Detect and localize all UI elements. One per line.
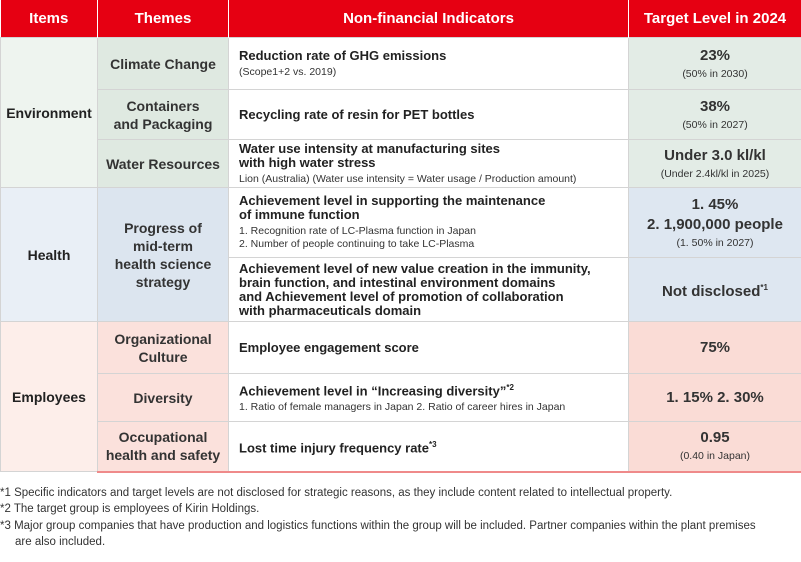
theme-line: Climate Change bbox=[110, 55, 216, 72]
theme-cell: Organizational Culture bbox=[97, 321, 229, 374]
table-row: Occupational health and safety Lost time i… bbox=[1, 421, 801, 473]
footnote: *2 The target group is employees of Kiri… bbox=[0, 503, 260, 515]
indicator-note: 2. Number of people continuing to take L… bbox=[239, 238, 475, 250]
footnote: *3 Major group companies that have produ… bbox=[0, 519, 756, 549]
target-note: (1. 50% in 2027) bbox=[676, 236, 754, 249]
theme-line: Progress of bbox=[124, 219, 202, 236]
theme-line: health and safety bbox=[105, 447, 221, 464]
target-cell: 0.95 (0.40 in Japan) bbox=[628, 421, 801, 473]
target-cell: 38% (50% in 2027) bbox=[628, 89, 801, 140]
theme-line: Diversity bbox=[133, 389, 193, 406]
theme-line: Culture bbox=[138, 348, 188, 365]
target-value: 75% bbox=[699, 338, 731, 356]
theme-cell: Climate Change bbox=[97, 37, 229, 90]
table-row: Achievement level of new value creation … bbox=[1, 257, 801, 322]
theme-line: and Packaging bbox=[113, 115, 213, 132]
indicator-title: Recycling rate of resin for PET bottles bbox=[239, 106, 475, 122]
theme-cell: Containers and Packaging bbox=[97, 89, 229, 140]
theme-line: Occupational bbox=[118, 429, 208, 446]
indicator-note: 1. Ratio of female managers in Japan 2. … bbox=[239, 401, 566, 414]
theme-line: health science bbox=[114, 255, 212, 272]
footnote-ref: *1 bbox=[760, 282, 768, 292]
item-cell: Employees bbox=[0, 321, 98, 472]
table-row: Health Progress of mid-term health science s… bbox=[0, 187, 801, 322]
target-note: (Under 2.4kl/kl in 2025) bbox=[660, 167, 770, 180]
column-header: Non-financial Indicators bbox=[228, 0, 629, 38]
target-value: Under 3.0 kl/kl bbox=[664, 146, 766, 164]
target-note: (50% in 2027) bbox=[682, 118, 748, 131]
column-header: Themes bbox=[97, 0, 229, 38]
table-row: Employees Organizational Culture Employee e… bbox=[0, 321, 801, 472]
indicator-cell: Achievement level in “Increasing diversi… bbox=[228, 373, 629, 422]
indicator-title: Achievement level in “Increasing diversi… bbox=[239, 382, 514, 399]
indicator-title: brain function, and intestinal environme… bbox=[239, 274, 556, 290]
target-cell: 1. 15% 2. 30% bbox=[628, 373, 801, 422]
table-row: Containers and Packaging Recycling rate of… bbox=[1, 89, 801, 140]
indicator-title: Reduction rate of GHG emissions bbox=[239, 47, 447, 63]
indicator-title: Achievement level in supporting the main… bbox=[239, 193, 546, 208]
theme-line: strategy bbox=[135, 273, 191, 290]
item-cell: Environment bbox=[0, 37, 98, 188]
target-value: Not disclosed*1 bbox=[662, 282, 768, 300]
indicator-note: Lion (Australia) (Water use intensity = … bbox=[239, 172, 577, 185]
theme-line: Containers bbox=[126, 97, 200, 114]
item-cell: Health bbox=[0, 187, 98, 322]
indicator-title: with pharmaceuticals domain bbox=[239, 302, 422, 318]
theme-cell: Progress of mid-term health science strateg… bbox=[97, 187, 229, 322]
theme-line: Water Resources bbox=[106, 155, 220, 172]
header-row: Items Themes Non-financial Indicators Targe… bbox=[0, 0, 801, 38]
footnote: *1 Specific indicators and target levels… bbox=[0, 486, 673, 499]
footnote-ref: *2 bbox=[506, 382, 514, 392]
column-header: Items bbox=[0, 0, 98, 38]
footnote-ref: *3 bbox=[429, 439, 437, 449]
table-row: Environment Climate Change Reduction rate … bbox=[0, 37, 801, 188]
indicator-cell: Achievement level in supporting the main… bbox=[228, 187, 629, 258]
indicator-title: Achievement level of new value creation … bbox=[239, 260, 591, 276]
indicator-title: of immune function bbox=[239, 207, 360, 222]
theme-cell: Diversity bbox=[97, 373, 229, 422]
theme-cell: Occupational health and safety bbox=[97, 421, 229, 473]
footnotes: *1 Specific indicators and target levels… bbox=[0, 485, 801, 551]
theme-line: Organizational bbox=[114, 330, 212, 347]
indicator-cell: Recycling rate of resin for PET bottles bbox=[228, 89, 629, 140]
indicator-cell: Reduction rate of GHG emissions (Scope1+2… bbox=[228, 37, 629, 90]
target-cell: Under 3.0 kl/kl (Under 2.4kl/kl in 2025) bbox=[628, 139, 801, 188]
indicator-title: with high water stress bbox=[239, 154, 376, 170]
target-value: 23% bbox=[699, 46, 731, 64]
indicator-title: and Achievement level of promotion of co… bbox=[239, 288, 564, 304]
target-cell: 23% (50% in 2030) bbox=[628, 37, 801, 90]
indicator-note: 1. Recognition rate of LC-Plasma functio… bbox=[239, 225, 476, 237]
target-value: 1. 15% 2. 30% bbox=[666, 388, 764, 406]
target-value: 1. 45% bbox=[691, 195, 739, 213]
indicator-cell: Water use intensity at manufacturing sit… bbox=[228, 139, 629, 188]
column-header: Target Level in 2024 bbox=[628, 0, 801, 38]
indicator-cell: Achievement level of new value creation … bbox=[228, 257, 629, 322]
target-table: Items Themes Non-financial Indicators Targe… bbox=[0, 0, 801, 473]
target-cell: Not disclosed*1 bbox=[628, 257, 801, 322]
indicator-cell: Employee engagement score bbox=[228, 321, 629, 374]
table-row: Water Resources Water use intensity at ma… bbox=[1, 139, 801, 188]
indicator-title: Employee engagement score bbox=[239, 339, 419, 355]
table-row: Diversity Achievement level in “Increasin… bbox=[1, 373, 801, 422]
indicator-note: (Scope1+2 vs. 2019) bbox=[239, 65, 337, 78]
target-cell: 1. 45% 2. 1,900,000 people (1. 50% in 2027… bbox=[628, 187, 801, 258]
indicator-title: Water use intensity at manufacturing sit… bbox=[239, 140, 501, 156]
indicator-cell: Lost time injury frequency rate*3 bbox=[228, 421, 629, 473]
target-value: 38% bbox=[699, 97, 731, 115]
target-note: (50% in 2030) bbox=[682, 67, 748, 80]
indicator-title: Lost time injury frequency rate*3 bbox=[239, 439, 437, 455]
target-value: 0.95 bbox=[700, 429, 730, 447]
theme-cell: Water Resources bbox=[97, 139, 229, 188]
target-cell: 75% bbox=[628, 321, 801, 374]
theme-line: mid-term bbox=[133, 237, 193, 254]
target-note: (0.40 in Japan) bbox=[679, 450, 751, 463]
target-value: 2. 1,900,000 people bbox=[647, 215, 783, 233]
